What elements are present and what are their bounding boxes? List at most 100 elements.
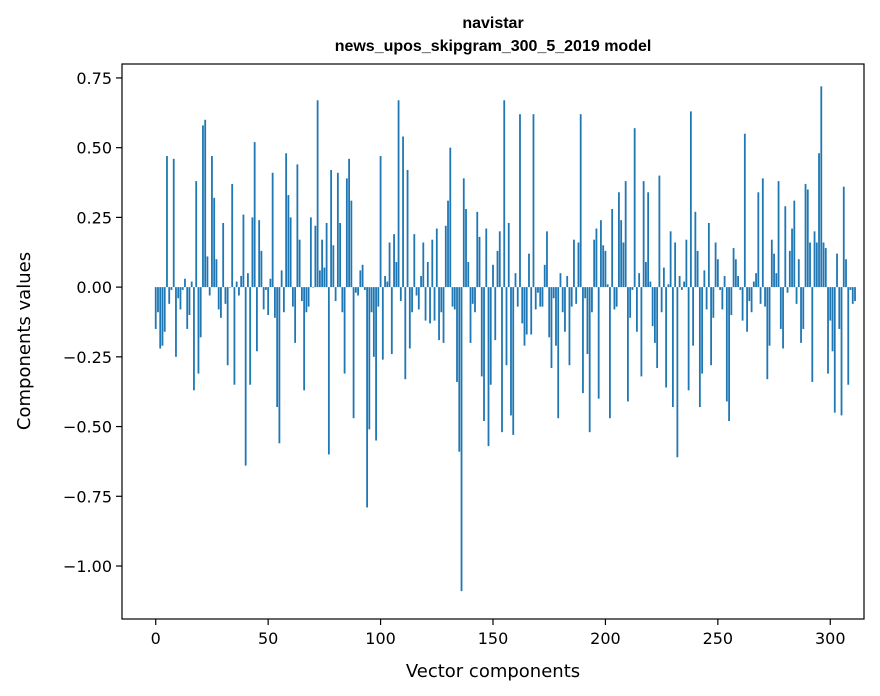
x-tick-label: 0 [151,629,161,648]
bar-263 [746,287,748,332]
bar-214 [636,287,638,332]
bar-304 [838,287,841,329]
bar-240 [694,211,697,288]
bar-225 [660,287,663,313]
plot-frame [121,63,865,620]
bar-53 [274,287,276,318]
bar-299 [827,287,829,374]
bar-247 [710,287,712,366]
bar-65 [300,287,303,302]
bar-144 [478,236,481,288]
bar-77 [327,287,330,455]
bar-17 [193,287,195,391]
bar-248 [712,287,715,318]
bar-178 [555,287,557,346]
bar-286 [797,259,800,288]
bar-62 [294,287,297,343]
bar-48 [262,287,265,310]
bar-136 [460,287,463,592]
bar-233 [678,275,681,288]
bar-167 [530,287,533,335]
bar-2 [159,287,162,349]
bar-266 [752,281,755,288]
bar-277 [777,181,780,288]
bar-36 [235,281,238,288]
bar-187 [575,287,578,304]
bar-306 [842,186,845,288]
bar-44 [253,142,256,288]
bar-25 [211,156,213,288]
bar-204 [613,287,616,310]
bar-228 [667,284,670,288]
bar-7 [170,287,173,290]
bar-199 [602,245,605,288]
bar-241 [696,250,699,288]
bar-140 [469,287,472,343]
x-tick-label: 100 [365,629,396,648]
bar-203 [611,209,614,288]
bar-110 [402,136,404,288]
bar-37 [238,287,240,296]
bar-78 [330,169,333,288]
bar-276 [775,273,778,288]
y-tick-label: −0.25 [63,348,112,367]
bar-189 [579,114,582,288]
bar-284 [793,200,796,288]
bar-282 [788,250,791,288]
bar-262 [743,133,746,288]
bar-124 [433,287,436,321]
bar-218 [645,262,647,288]
bar-133 [453,287,456,310]
bar-296 [820,86,823,288]
bar-156 [505,287,508,366]
bar-76 [325,222,328,288]
bar-105 [390,287,393,355]
bar-23 [206,256,209,288]
bar-211 [629,287,632,318]
bar-260 [739,287,742,290]
bar-99 [377,287,380,307]
bar-116 [415,287,418,296]
bar-43 [251,217,254,288]
bar-212 [631,287,634,290]
bar-120 [424,287,427,321]
bar-256 [730,287,733,316]
bar-97 [372,287,375,357]
bar-6 [168,287,171,304]
bar-40 [244,287,247,466]
bar-5 [166,156,168,288]
bar-219 [647,192,650,288]
bar-182 [564,287,566,332]
bar-98 [375,287,377,441]
bar-180 [559,273,562,288]
bar-279 [782,287,784,349]
bar-239 [692,287,695,346]
bar-271 [764,287,766,307]
bar-51 [269,278,272,288]
bar-171 [539,287,542,307]
bar-193 [588,287,591,433]
bar-29 [220,287,222,318]
bar-280 [784,206,787,288]
bar-222 [653,287,656,343]
bar-72 [316,100,319,288]
bar-96 [370,287,373,313]
bar-230 [671,287,674,408]
bar-258 [734,259,737,288]
bar-288 [802,287,805,329]
bar-121 [426,262,429,288]
bar-150 [492,264,494,288]
bar-298 [824,248,827,288]
bar-111 [404,287,407,380]
bar-235 [683,281,686,288]
bar-149 [489,287,492,385]
bar-190 [582,287,584,394]
bar-297 [822,242,825,288]
bar-71 [314,225,317,288]
bar-307 [845,259,847,288]
bar-291 [809,242,811,288]
bar-90 [357,287,359,296]
bar-285 [795,287,798,304]
